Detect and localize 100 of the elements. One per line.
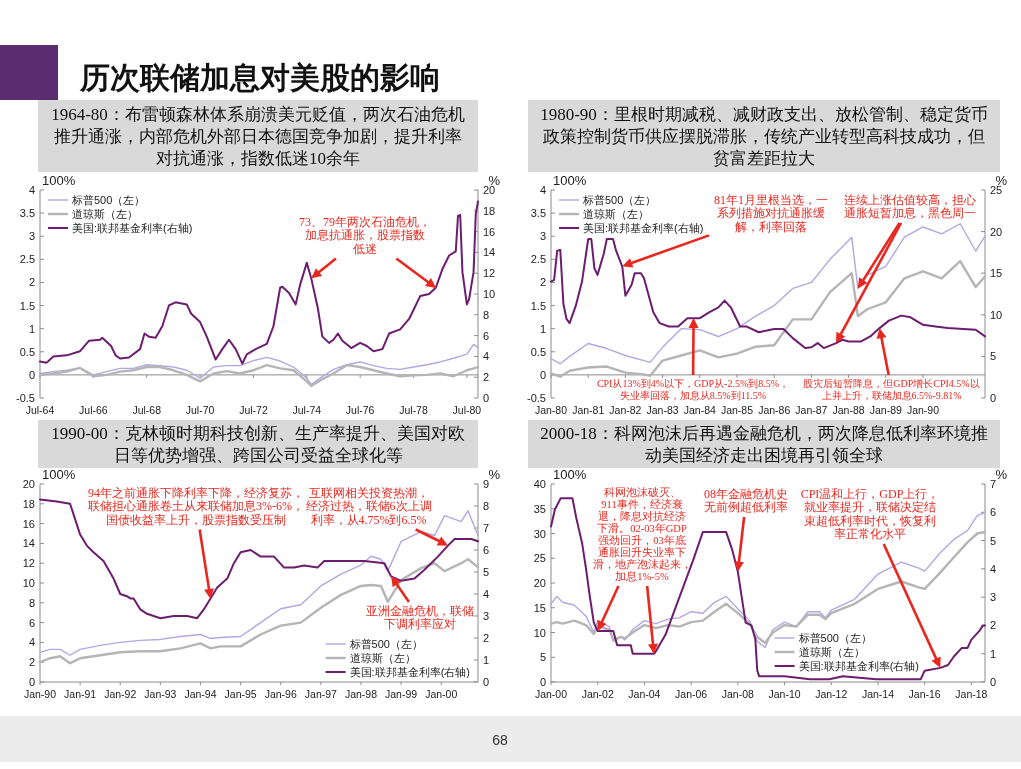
x-tick-label: Jan-95 [224,687,257,700]
x-tick-label: Jul-78 [399,403,428,416]
annotation: CPI从13%到4%以下，GDP从-2.5%到8.5%，失业率回落，加息从8.5%到11.5% [596,318,790,401]
y2-tick-label: 5 [990,350,997,363]
y-tick-label: 1.5 [530,299,546,312]
x-tick-label: Jul-70 [185,403,215,416]
x-tick-label: Jul-80 [452,403,482,416]
y2-tick-label: 7 [483,522,490,534]
y-tick-label: 1.5 [19,299,35,312]
x-tick-label: Jan-88 [832,403,865,416]
y2-axis-title: % [488,467,501,482]
y-tick-label: 8 [28,596,35,609]
y-tick-label: 20 [22,478,35,490]
annotation: 科网泡沫破灭、911事件，经济衰退，降息对抗经济下滑。02-03年GDP强劲回升，03年底通胀回升失业率下滑，地产泡沫起来，加息1%-5% [592,487,692,654]
y2-tick-label: 5 [483,566,490,578]
y-axis-title: 100% [553,173,587,188]
y-tick-label: 1 [539,322,546,335]
annotation: 94年之前通胀下降利率下降，经济复苏，联储担心通胀卷土从来联储加息3%-6%，国债收益率上升，股票指数受压制 [88,485,304,599]
y2-tick-label: 4 [483,350,490,363]
x-tick-label: Jan-90 [23,687,57,700]
y2-tick-label: 12 [483,267,496,280]
y-tick-label: -0.5 [16,392,35,404]
x-tick-label: Jan-82 [609,403,642,416]
x-tick-label: Jan-94 [184,687,217,700]
x-tick-label: Jan-00 [425,687,458,700]
y2-tick-label: 5 [990,534,997,547]
y2-tick-label: 3 [483,610,490,622]
annotation: 连续上涨估值较高，担心通胀短暂加息，黑色周一 [844,192,976,221]
y-tick-label: 2.5 [19,253,35,266]
x-tick-label: Jan-99 [385,687,418,700]
y-tick-label: 12 [22,557,35,570]
y-tick-label: 2 [28,276,35,289]
x-tick-label: Jan-87 [795,403,828,416]
y2-tick-label: 8 [483,500,490,512]
legend-label: 道琼斯（左） [798,646,865,658]
y2-tick-label: 10 [483,288,496,300]
y-tick-label: 15 [533,601,546,614]
x-tick-label: Jan-18 [955,687,988,700]
legend-label: 标普500（左） [71,194,146,206]
y-tick-label: 2.5 [530,253,546,266]
y-tick-label: 40 [533,478,546,490]
y-tick-label: 4 [28,184,35,196]
y2-tick-label: 4 [990,562,997,575]
y2-tick-label: 16 [483,225,496,238]
y2-tick-label: 3 [990,591,997,604]
x-tick-label: Jan-04 [628,687,661,700]
x-tick-label: Jan-00 [534,687,568,700]
legend-label: 标普500（左） [582,194,657,206]
y2-tick-label: 0 [483,676,490,688]
annotation: 73、79年两次石油危机，加息抗通胀，股票指数低迷 [299,214,436,288]
y-tick-label: 1 [28,322,35,335]
x-tick-label: Jan-81 [572,403,605,416]
y2-tick-label: 2 [990,619,997,632]
y-tick-label: 2 [539,276,546,289]
y2-tick-label: 6 [990,506,997,519]
x-tick-label: Jan-06 [675,687,708,700]
y-tick-label: 10 [22,577,35,589]
x-tick-label: Jan-14 [861,687,895,700]
x-tick-label: Jan-16 [908,687,941,700]
x-tick-label: Jul-74 [292,403,322,416]
x-tick-label: Jul-76 [345,403,375,416]
annotation: 08年金融危机史无前例超低利率 [704,486,788,515]
y2-tick-label: 2 [483,371,490,384]
x-tick-label: Jan-91 [64,687,97,700]
legend-label: 美国:联邦基金利率(右轴) [349,666,470,678]
y2-tick-label: 0 [483,392,490,404]
y-axis-title: 100% [42,467,76,482]
legend-label: 标普500（左） [797,632,872,644]
annotation: CPI从13%到4%以下，GDP从-2.5%到8.5%，失业率回落，加息从8.5%到11.5% [596,378,790,401]
y-tick-label: -0.5 [527,392,546,404]
y-tick-label: 30 [533,527,546,540]
y-tick-label: 0 [28,676,35,688]
y-tick-label: 3 [28,230,35,243]
chart-title: 1964-80：布雷顿森林体系崩溃美元贬值，两次石油危机推升通涨，内部危机外部日本德国竞争加剧，提升利率对抗通涨，指数低迷10余年 [51,104,465,168]
y2-tick-label: 2 [483,632,490,644]
text: 历次联储加息对美股的影响 [79,61,440,94]
y2-tick-label: 0 [990,392,997,404]
y2-tick-label: 9 [483,478,490,490]
x-tick-label: Jul-68 [132,403,162,416]
annotation: 科网泡沫破灭、911事件，经济衰退，降息对抗经济下滑。02-03年GDP强劲回升，03年底通胀回升失业率下滑，地产泡沫起来，加息1%-5% [592,486,692,583]
x-tick-label: Jan-93 [144,687,177,700]
annotation: 互联网相关投资热潮，经济过热，联储6次上调利率，从4.75%到6.5% [305,485,448,546]
y2-tick-label: 18 [483,204,496,217]
x-tick-label: Jan-98 [344,687,378,700]
legend-label: 美国:联邦基金利率(右轴) [72,222,193,234]
x-tick-label: Jan-80 [534,403,568,416]
y-tick-label: 35 [533,502,546,515]
x-tick-label: Jan-97 [304,687,338,700]
y-tick-label: 5 [539,651,546,664]
y-tick-label: 0 [28,368,35,381]
text: 68 [492,732,508,748]
y2-tick-label: 20 [990,225,1003,238]
x-tick-label: Jan-85 [720,403,754,416]
y2-tick-label: 6 [483,329,490,342]
annotation: 08年金融危机史无前例超低利率 [704,486,788,572]
legend-label: 标普500（左） [348,638,423,650]
y2-tick-label: 6 [483,544,490,556]
annotation: 亚洲金融危机，联储下调利率应对 [366,605,474,631]
annotation: 互联网相关投资热潮，经济过热，联储6次上调利率，从4.75%到6.5% [305,485,432,527]
legend-label: 美国:联邦基金利率(右轴) [583,222,704,234]
